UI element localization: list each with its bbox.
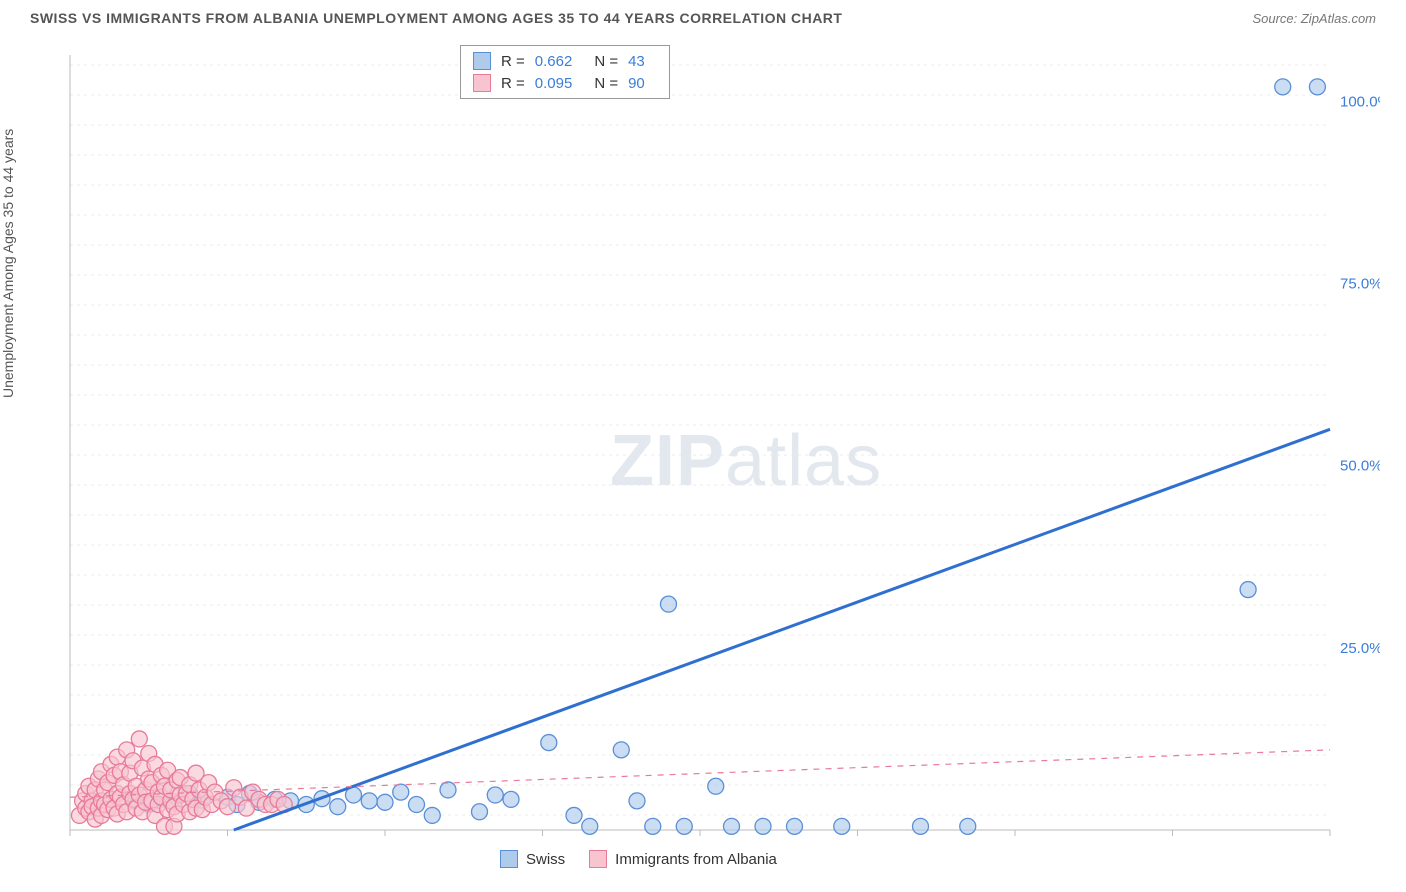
svg-text:100.0%: 100.0% [1340,93,1380,110]
legend-label: Swiss [526,851,565,868]
svg-text:75.0%: 75.0% [1340,276,1380,293]
r-label: R = [501,53,525,70]
swatch-swiss [500,850,518,868]
n-value: 90 [628,75,645,92]
chart-container: 25.0%50.0%75.0%100.0%0.0%40.0% ZIPatlas [50,40,1380,840]
r-value: 0.095 [535,75,573,92]
swatch-swiss [473,52,491,70]
legend-item-albania: Immigrants from Albania [589,850,777,868]
svg-text:25.0%: 25.0% [1340,640,1380,657]
r-label: R = [501,75,525,92]
swatch-albania [473,74,491,92]
y-axis-label: Unemployment Among Ages 35 to 44 years [0,129,16,398]
legend-label: Immigrants from Albania [615,851,777,868]
bottom-legend: Swiss Immigrants from Albania [500,850,777,868]
source-label: Source: ZipAtlas.com [1252,11,1376,26]
svg-text:50.0%: 50.0% [1340,458,1380,475]
chart-title: SWISS VS IMMIGRANTS FROM ALBANIA UNEMPLO… [30,10,842,26]
n-label: N = [594,53,618,70]
n-label: N = [594,75,618,92]
scatter-plot: 25.0%50.0%75.0%100.0%0.0%40.0% [50,40,1380,840]
r-value: 0.662 [535,53,573,70]
stats-row-swiss: R = 0.662 N = 43 [473,50,657,72]
stats-row-albania: R = 0.095 N = 90 [473,72,657,94]
swatch-albania [589,850,607,868]
stats-legend: R = 0.662 N = 43 R = 0.095 N = 90 [460,45,670,99]
n-value: 43 [628,53,645,70]
legend-item-swiss: Swiss [500,850,565,868]
